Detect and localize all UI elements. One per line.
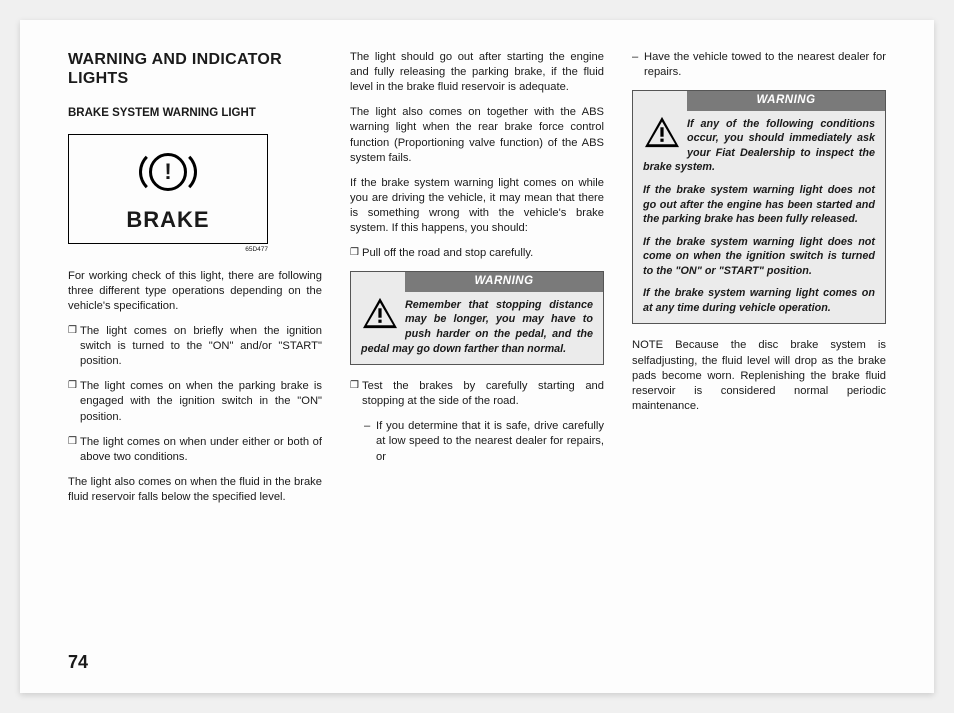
page-heading: WARNING AND INDICATOR LIGHTS [68, 50, 322, 88]
warning-title: WARNING [405, 272, 603, 292]
sub-bullet-item: – Have the vehicle towed to the nearest … [632, 50, 886, 80]
sub-bullet-item: – If you determine that it is safe, driv… [350, 419, 604, 464]
bullet-mark-icon: ❒ [350, 379, 362, 409]
section-subheading: BRAKE SYSTEM WARNING LIGHT [68, 106, 322, 122]
warning-text: If the brake system warning light does n… [643, 235, 875, 279]
dash-mark-icon: – [364, 419, 376, 464]
bullet-mark-icon: ❒ [68, 435, 80, 465]
warning-text: If the brake system warning light does n… [643, 183, 875, 227]
brake-warning-icon: ! [139, 143, 197, 201]
body-paragraph: The light also comes on together with th… [350, 105, 604, 165]
bullet-mark-icon: ❒ [68, 324, 80, 369]
brake-label: BRAKE [126, 205, 209, 235]
column-layout: WARNING AND INDICATOR LIGHTS BRAKE SYSTE… [68, 50, 886, 630]
column-3: – Have the vehicle towed to the nearest … [632, 50, 886, 630]
bullet-mark-icon: ❒ [350, 246, 362, 261]
column-2: The light should go out after starting t… [350, 50, 604, 630]
warning-title: WARNING [687, 91, 885, 111]
bullet-item: ❒ The light comes on briefly when the ig… [68, 324, 322, 369]
bullet-item: ❒ The light comes on when under either o… [68, 435, 322, 465]
manual-page: WARNING AND INDICATOR LIGHTS BRAKE SYSTE… [20, 20, 934, 693]
figure-reference: 65D477 [68, 246, 268, 255]
warning-callout: WARNING Remember that stopping distance … [350, 271, 604, 365]
note-paragraph: NOTE Because the disc brake system is se… [632, 338, 886, 414]
intro-paragraph: For working check of this light, there a… [68, 269, 322, 314]
warning-triangle-icon [361, 296, 399, 330]
bullet-item: ❒ Test the brakes by carefully starting … [350, 379, 604, 409]
bullet-item: ❒ Pull off the road and stop carefully. [350, 246, 604, 261]
brake-indicator-figure: ! BRAKE [68, 134, 268, 244]
exclamation-icon: ! [164, 161, 171, 183]
after-paragraph: The light also comes on when the fluid i… [68, 475, 322, 505]
body-paragraph: The light should go out after starting t… [350, 50, 604, 95]
column-1: WARNING AND INDICATOR LIGHTS BRAKE SYSTE… [68, 50, 322, 630]
body-paragraph: If the brake system warning light comes … [350, 176, 604, 236]
dash-mark-icon: – [632, 50, 644, 80]
warning-triangle-icon [643, 115, 681, 149]
warning-callout: WARNING If any of the following conditio… [632, 90, 886, 324]
warning-text: If the brake system warning light comes … [643, 286, 875, 315]
bullet-item: ❒ The light comes on when the parking br… [68, 379, 322, 424]
page-number: 74 [68, 652, 88, 673]
bullet-mark-icon: ❒ [68, 379, 80, 424]
